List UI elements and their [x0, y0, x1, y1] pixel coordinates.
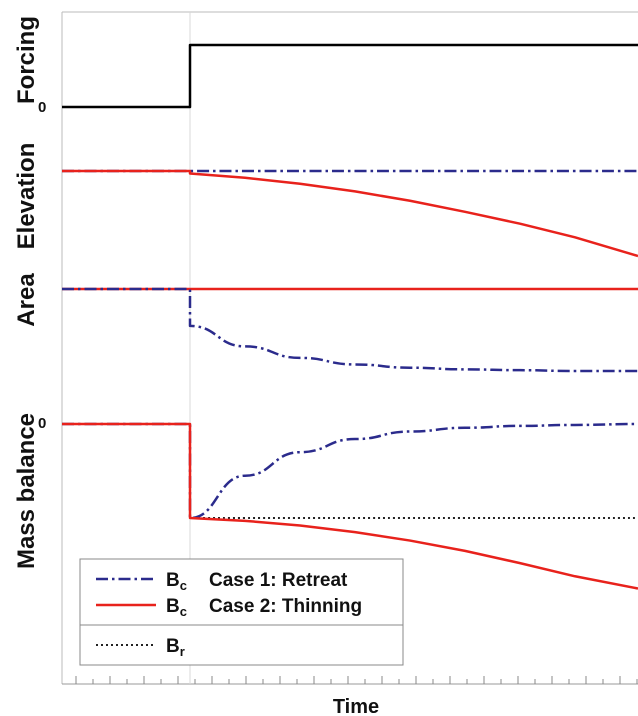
legend-label-case2: Case 2: Thinning [209, 596, 362, 617]
tick-label-mass-balance-zero: 0 [38, 415, 46, 432]
mass-balance-br-line [62, 423, 638, 519]
tick-label-forcing-zero: 0 [38, 99, 46, 116]
legend-symbol-case2: Bc [166, 596, 187, 619]
ylabel-mass-balance: Mass balance [13, 413, 40, 569]
legend-label-case1: Case 1: Retreat [209, 570, 348, 591]
series-layer [62, 43, 638, 590]
legend-symbol-case1: Bc [166, 570, 187, 593]
mass-balance-case2-line [62, 422, 638, 590]
forcing-line [62, 43, 638, 109]
ylabel-area: Area [13, 273, 40, 327]
x-axis-label: Time [333, 696, 379, 716]
elevation-case2-line [62, 169, 638, 258]
ylabel-forcing: Forcing [13, 16, 40, 104]
legend-box [79, 558, 404, 666]
legend: Bc Case 1: Retreat Bc Case 2: Thinning B… [79, 558, 404, 666]
x-axis-ticks [75, 676, 638, 684]
legend-symbol-br: Br [166, 636, 185, 659]
area-case1-line [62, 287, 638, 373]
mass-balance-case1-line [62, 422, 638, 520]
ylabel-elevation: Elevation [13, 143, 40, 250]
